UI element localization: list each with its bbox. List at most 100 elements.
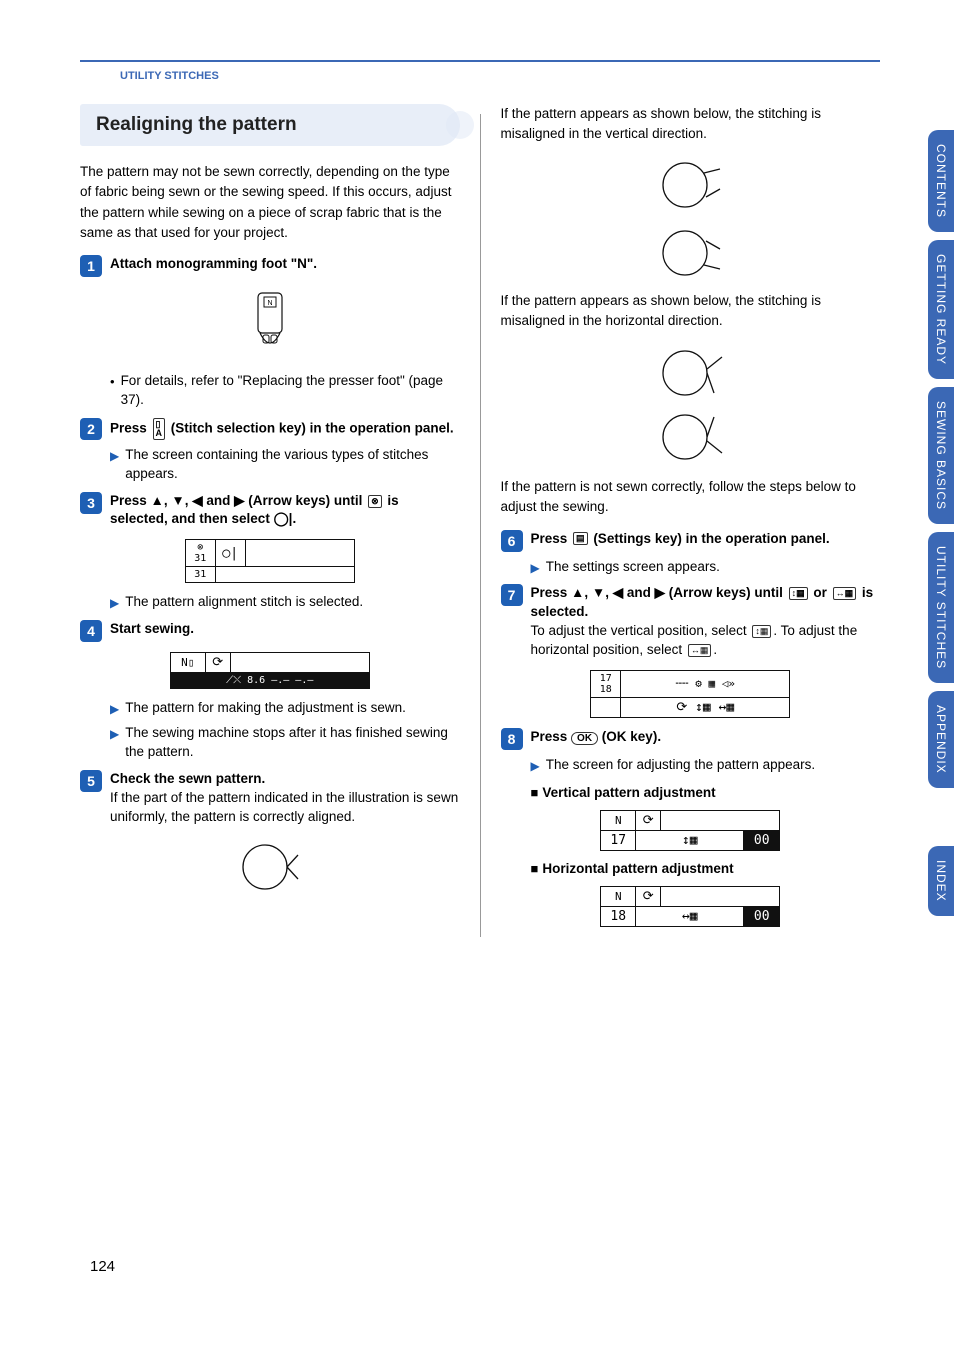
step-8-post: (OK key).: [598, 729, 661, 744]
triangle-bullet-icon: ▶: [110, 701, 119, 718]
step-3-note: The pattern alignment stitch is selected…: [125, 593, 363, 612]
step-6-note: The settings screen appears.: [546, 558, 720, 577]
lcd-cell: ↔▦: [636, 907, 744, 926]
step-number-icon: 4: [80, 620, 102, 642]
side-tabs: CONTENTS GETTING READY SEWING BASICS UTI…: [928, 130, 954, 924]
step-2-note: The screen containing the various types …: [125, 446, 459, 484]
lcd-num: 31: [186, 567, 216, 582]
page-number: 124: [90, 1258, 115, 1275]
lcd-cell-inverted: 00: [744, 831, 779, 850]
tab-sewing-basics[interactable]: SEWING BASICS: [928, 387, 954, 524]
square-bullet-icon: ■: [531, 785, 539, 800]
adjust-intro: If the pattern is not sewn correctly, fo…: [501, 477, 881, 518]
step-4-lcd: N▯ ⟳ ⟋⤬ 8.6 –.– –.–: [80, 652, 460, 689]
svg-text:N: N: [267, 300, 272, 307]
lcd-page-nums: 17 18: [591, 671, 621, 697]
step-7: 7 Press ▲, ▼, ◀ and ▶ (Arrow keys) until…: [501, 584, 881, 660]
vert-label-text: Vertical pattern adjustment: [542, 785, 715, 800]
step-4: 4 Start sewing.: [80, 620, 460, 642]
step-5: 5 Check the sewn pattern. If the part of…: [80, 770, 460, 827]
step-number-icon: 6: [501, 530, 523, 552]
triangle-bullet-icon: ▶: [531, 758, 540, 775]
step-3-post: .: [292, 511, 296, 526]
lcd-cell: ⟳: [636, 811, 661, 830]
tab-appendix[interactable]: APPENDIX: [928, 691, 954, 788]
step-7-pre: Press: [531, 585, 572, 600]
settings-key-icon: ▤: [573, 532, 588, 545]
step-7-body-post: .: [713, 642, 717, 657]
intro-text: The pattern may not be sewn correctly, d…: [80, 162, 460, 243]
vertical-misalign-intro: If the pattern appears as shown below, t…: [501, 104, 881, 145]
lcd-cell: ↕▦: [636, 831, 744, 850]
lcd-cell: 18: [601, 907, 636, 926]
step-8-text: Press OK (OK key).: [531, 728, 881, 747]
right-column: If the pattern appears as shown below, t…: [501, 104, 881, 937]
step-3-mid1: (Arrow keys) until: [245, 493, 367, 508]
triangle-bullet-icon: ▶: [531, 560, 540, 577]
step-4-note1: The pattern for making the adjustment is…: [125, 699, 406, 718]
triangle-bullet-icon: ▶: [110, 726, 119, 743]
tab-contents[interactable]: CONTENTS: [928, 130, 954, 232]
lcd-cell: N: [601, 811, 636, 830]
step-6-pre: Press: [531, 531, 572, 546]
lcd-inverted-row: ⟋⤬ 8.6 –.– –.–: [171, 673, 369, 688]
vert-adjust-icon: ↕▦: [752, 625, 771, 638]
step-2: 2 Press ▯A (Stitch selection key) in the…: [80, 418, 460, 440]
step-8-detail: ▶ The screen for adjusting the pattern a…: [531, 756, 881, 775]
step-3-pre: Press: [110, 493, 151, 508]
bullet-icon: •: [110, 373, 115, 391]
step-3-detail: ▶ The pattern alignment stitch is select…: [110, 593, 460, 612]
step-2-pre: Press: [110, 420, 151, 435]
step-6: 6 Press ▤ (Settings key) in the operatio…: [501, 530, 881, 552]
horizontal-adjust-lcd: N ⟳ 18 ↔▦ 00: [501, 886, 881, 927]
tab-getting-ready[interactable]: GETTING READY: [928, 240, 954, 379]
step-5-body: If the part of the pattern indicated in …: [110, 790, 458, 824]
step-number-icon: 8: [501, 728, 523, 750]
vertical-misalign-figure: [501, 157, 881, 281]
header-rule: [80, 60, 880, 62]
step-4-note2: The sewing machine stops after it has fi…: [125, 724, 459, 762]
square-bullet-icon: ■: [531, 861, 539, 876]
step-number-icon: 5: [80, 770, 102, 792]
step-5-heading: Check the sewn pattern.: [110, 771, 265, 786]
step-8: 8 Press OK (OK key).: [501, 728, 881, 750]
horiz-adjust-icon: ↔▦: [833, 587, 857, 600]
horizontal-adjustment-label: ■Horizontal pattern adjustment: [531, 861, 881, 876]
step-5-loop-figure: [80, 837, 460, 897]
step-number-icon: 7: [501, 584, 523, 606]
step-7-text: Press ▲, ▼, ◀ and ▶ (Arrow keys) until ↕…: [531, 584, 881, 660]
step-6-text: Press ▤ (Settings key) in the operation …: [531, 530, 881, 549]
horizontal-misalign-intro: If the pattern appears as shown below, t…: [501, 291, 881, 332]
lcd-icons-row: ⟳ ↕▦ ↔▦: [621, 698, 789, 717]
step-5-text: Check the sewn pattern. If the part of t…: [110, 770, 460, 827]
step-3-text: Press ▲, ▼, ◀ and ▶ (Arrow keys) until ⊗…: [110, 492, 460, 530]
step-4-detail-2: ▶ The sewing machine stops after it has …: [110, 724, 460, 762]
presser-foot-figure: N: [80, 287, 460, 362]
column-divider: [480, 114, 481, 937]
step-4-detail-1: ▶ The pattern for making the adjustment …: [110, 699, 460, 718]
tab-utility-stitches[interactable]: UTILITY STITCHES: [928, 532, 954, 683]
lcd-num: 31: [194, 553, 206, 564]
step-7-mid2: or: [810, 585, 831, 600]
lcd-cell: N: [601, 887, 636, 906]
horiz-label-text: Horizontal pattern adjustment: [542, 861, 733, 876]
step-8-note: The screen for adjusting the pattern app…: [546, 756, 815, 775]
vert-adjust-icon: ↕▦: [789, 587, 808, 600]
step-6-post: (Settings key) in the operation panel.: [590, 531, 830, 546]
lcd-cell: ⟳: [636, 887, 661, 906]
horizontal-misalign-figure: [501, 343, 881, 467]
step-4-text: Start sewing.: [110, 620, 460, 639]
step-number-icon: 1: [80, 255, 102, 277]
left-column: Realigning the pattern The pattern may n…: [80, 104, 460, 937]
triangle-bullet-icon: ▶: [110, 595, 119, 612]
lcd-cell: 17: [601, 831, 636, 850]
tab-index[interactable]: INDEX: [928, 846, 954, 916]
step-2-detail: ▶ The screen containing the various type…: [110, 446, 460, 484]
triangle-bullet-icon: ▶: [110, 448, 119, 465]
header-section-label: UTILITY STITCHES: [120, 70, 219, 82]
section-title: Realigning the pattern: [80, 104, 460, 146]
step-1-text: Attach monogramming foot "N".: [110, 255, 460, 274]
step-2-text: Press ▯A (Stitch selection key) in the o…: [110, 418, 460, 440]
step-1: 1 Attach monogramming foot "N".: [80, 255, 460, 277]
step-3: 3 Press ▲, ▼, ◀ and ▶ (Arrow keys) until…: [80, 492, 460, 530]
